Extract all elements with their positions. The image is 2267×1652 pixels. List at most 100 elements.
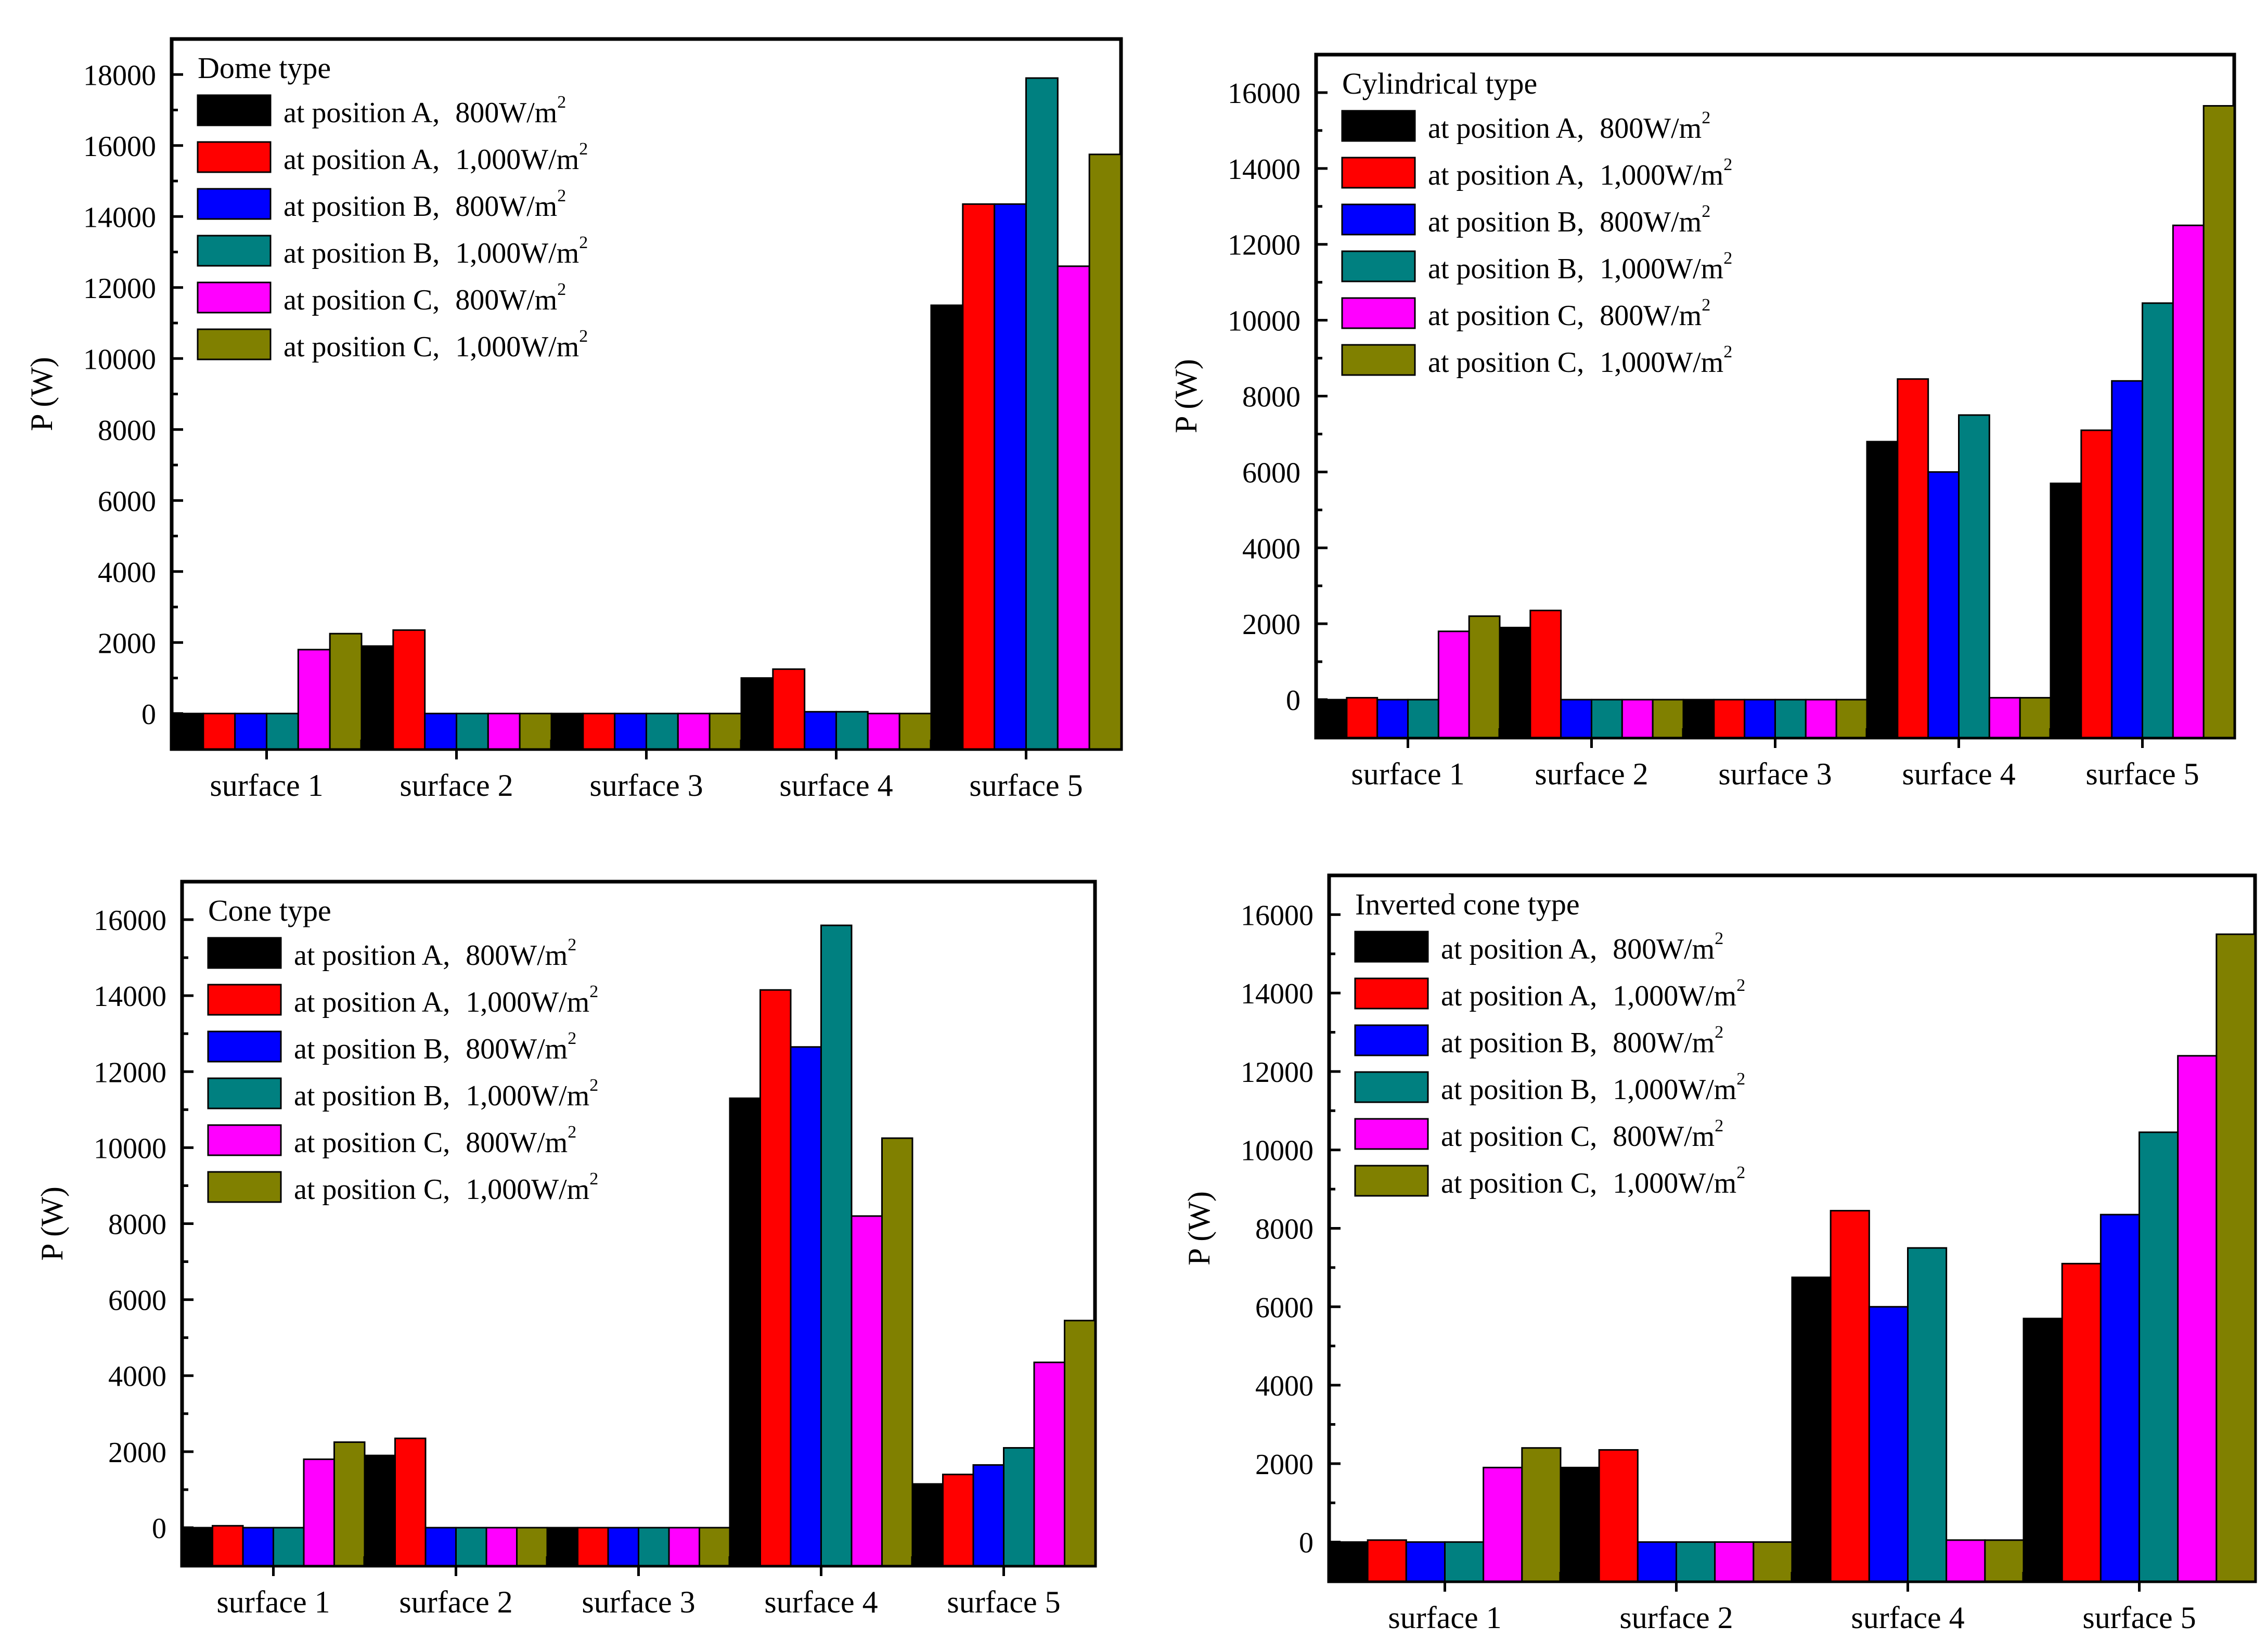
- bar: [2216, 933, 2256, 1582]
- legend-swatch: [1341, 157, 1416, 189]
- bar: [329, 633, 363, 750]
- legend-entry: at position B, 1,000W/m2: [1441, 1069, 1745, 1106]
- x-tick-label: surface 1: [1351, 757, 1464, 791]
- legend-position: at position A,: [284, 144, 440, 176]
- legend-swatch: [197, 281, 272, 314]
- legend-irradiance: 800W/m: [466, 1033, 568, 1065]
- y-tick-label: 16000: [83, 131, 156, 163]
- bar: [1591, 699, 1623, 739]
- legend-superscript: 2: [579, 327, 588, 346]
- y-tick-label: 4000: [98, 557, 156, 589]
- legend-swatch: [197, 188, 272, 220]
- legend-entry: at position A, 800W/m2: [1441, 929, 1723, 965]
- legend-irradiance: 800W/m: [1613, 1120, 1715, 1153]
- y-tick-label: 12000: [1228, 229, 1300, 262]
- bar: [333, 1441, 366, 1567]
- chart-title: Inverted cone type: [1355, 887, 1580, 921]
- bar: [1805, 699, 1837, 739]
- legend-irradiance: 1,000W/m: [455, 144, 579, 176]
- bar: [2019, 696, 2052, 739]
- bar: [582, 713, 616, 750]
- bar: [394, 1437, 427, 1567]
- legend-superscript: 2: [1723, 155, 1732, 174]
- bar: [1621, 699, 1654, 739]
- bar: [212, 1525, 244, 1567]
- y-tick-label: 14000: [1228, 153, 1300, 186]
- bar: [516, 1527, 548, 1567]
- y-axis-label: P (W): [24, 357, 59, 431]
- legend-position: at position B,: [284, 190, 440, 223]
- bar: [1988, 696, 2021, 739]
- bar: [1868, 1306, 1909, 1582]
- bar: [1907, 1247, 1948, 1582]
- legend-superscript: 2: [589, 1169, 598, 1189]
- legend-entry: at position A, 1,000W/m2: [294, 982, 598, 1018]
- y-tick-label: 10000: [1228, 305, 1300, 338]
- bar: [1468, 615, 1501, 739]
- x-tick-label: surface 2: [400, 768, 513, 803]
- chart-title: Cylindrical type: [1342, 67, 1537, 100]
- legend-superscript: 2: [1736, 1163, 1745, 1182]
- legend-position: at position C,: [284, 331, 440, 363]
- legend-irradiance: 800W/m: [1600, 112, 1702, 145]
- legend-entry: at position A, 1,000W/m2: [1428, 155, 1732, 191]
- bar: [1033, 1361, 1065, 1567]
- bar: [455, 1527, 487, 1567]
- bar: [1499, 626, 1531, 739]
- bar: [171, 713, 204, 750]
- legend-superscript: 2: [1736, 1069, 1745, 1089]
- legend-swatch: [1341, 344, 1416, 376]
- legend-entry: at position C, 800W/m2: [284, 280, 566, 316]
- legend-entry: at position B, 800W/m2: [1441, 1023, 1723, 1059]
- legend-swatch: [207, 1077, 282, 1109]
- legend-superscript: 2: [589, 982, 598, 1001]
- bar: [804, 711, 837, 750]
- legend-position: at position A,: [1441, 933, 1597, 965]
- legend-swatch: [1354, 1071, 1429, 1103]
- legend-entry: at position C, 800W/m2: [294, 1122, 576, 1159]
- y-tick-label: 6000: [98, 485, 156, 518]
- legend-position: at position B,: [1441, 1027, 1597, 1059]
- legend-entry: at position C, 1,000W/m2: [1428, 342, 1732, 379]
- y-tick-label: 6000: [108, 1285, 166, 1317]
- y-tick-label: 8000: [108, 1209, 166, 1241]
- legend-irradiance: 1,000W/m: [1600, 159, 1723, 191]
- x-tick-label: surface 4: [764, 1585, 878, 1619]
- legend-superscript: 2: [568, 935, 576, 954]
- x-tick-label: surface 4: [779, 768, 893, 803]
- bar: [266, 713, 299, 750]
- bar: [1927, 471, 1960, 739]
- legend-swatch: [1341, 297, 1416, 329]
- y-tick-label: 10000: [1241, 1135, 1313, 1167]
- bar: [1791, 1276, 1832, 1582]
- bar: [303, 1458, 335, 1567]
- legend-entry: at position A, 800W/m2: [294, 935, 576, 972]
- legend-superscript: 2: [1702, 295, 1710, 315]
- bar: [930, 304, 964, 750]
- legend-swatch: [1354, 1165, 1429, 1197]
- y-tick-label: 4000: [108, 1361, 166, 1393]
- legend-superscript: 2: [1723, 249, 1732, 268]
- bar: [1346, 696, 1379, 739]
- y-tick-label: 4000: [1255, 1370, 1313, 1402]
- bar: [1529, 610, 1562, 739]
- legend-position: at position C,: [1428, 346, 1584, 379]
- bar: [1714, 1541, 1755, 1582]
- bar: [1521, 1447, 1562, 1582]
- y-tick-label: 2000: [98, 627, 156, 660]
- bar: [392, 629, 426, 750]
- legend-position: at position C,: [284, 284, 440, 316]
- bar: [485, 1527, 518, 1567]
- bar: [1315, 699, 1348, 739]
- legend-entry: at position A, 800W/m2: [1428, 108, 1710, 145]
- x-tick-label: surface 3: [1718, 757, 1832, 791]
- bar: [851, 1215, 883, 1567]
- bar: [2061, 1262, 2102, 1582]
- legend-superscript: 2: [1715, 929, 1723, 948]
- bar: [273, 1527, 305, 1567]
- bar: [1057, 265, 1090, 750]
- bar: [1328, 1541, 1369, 1582]
- bar: [740, 677, 774, 750]
- legend-superscript: 2: [1702, 202, 1710, 221]
